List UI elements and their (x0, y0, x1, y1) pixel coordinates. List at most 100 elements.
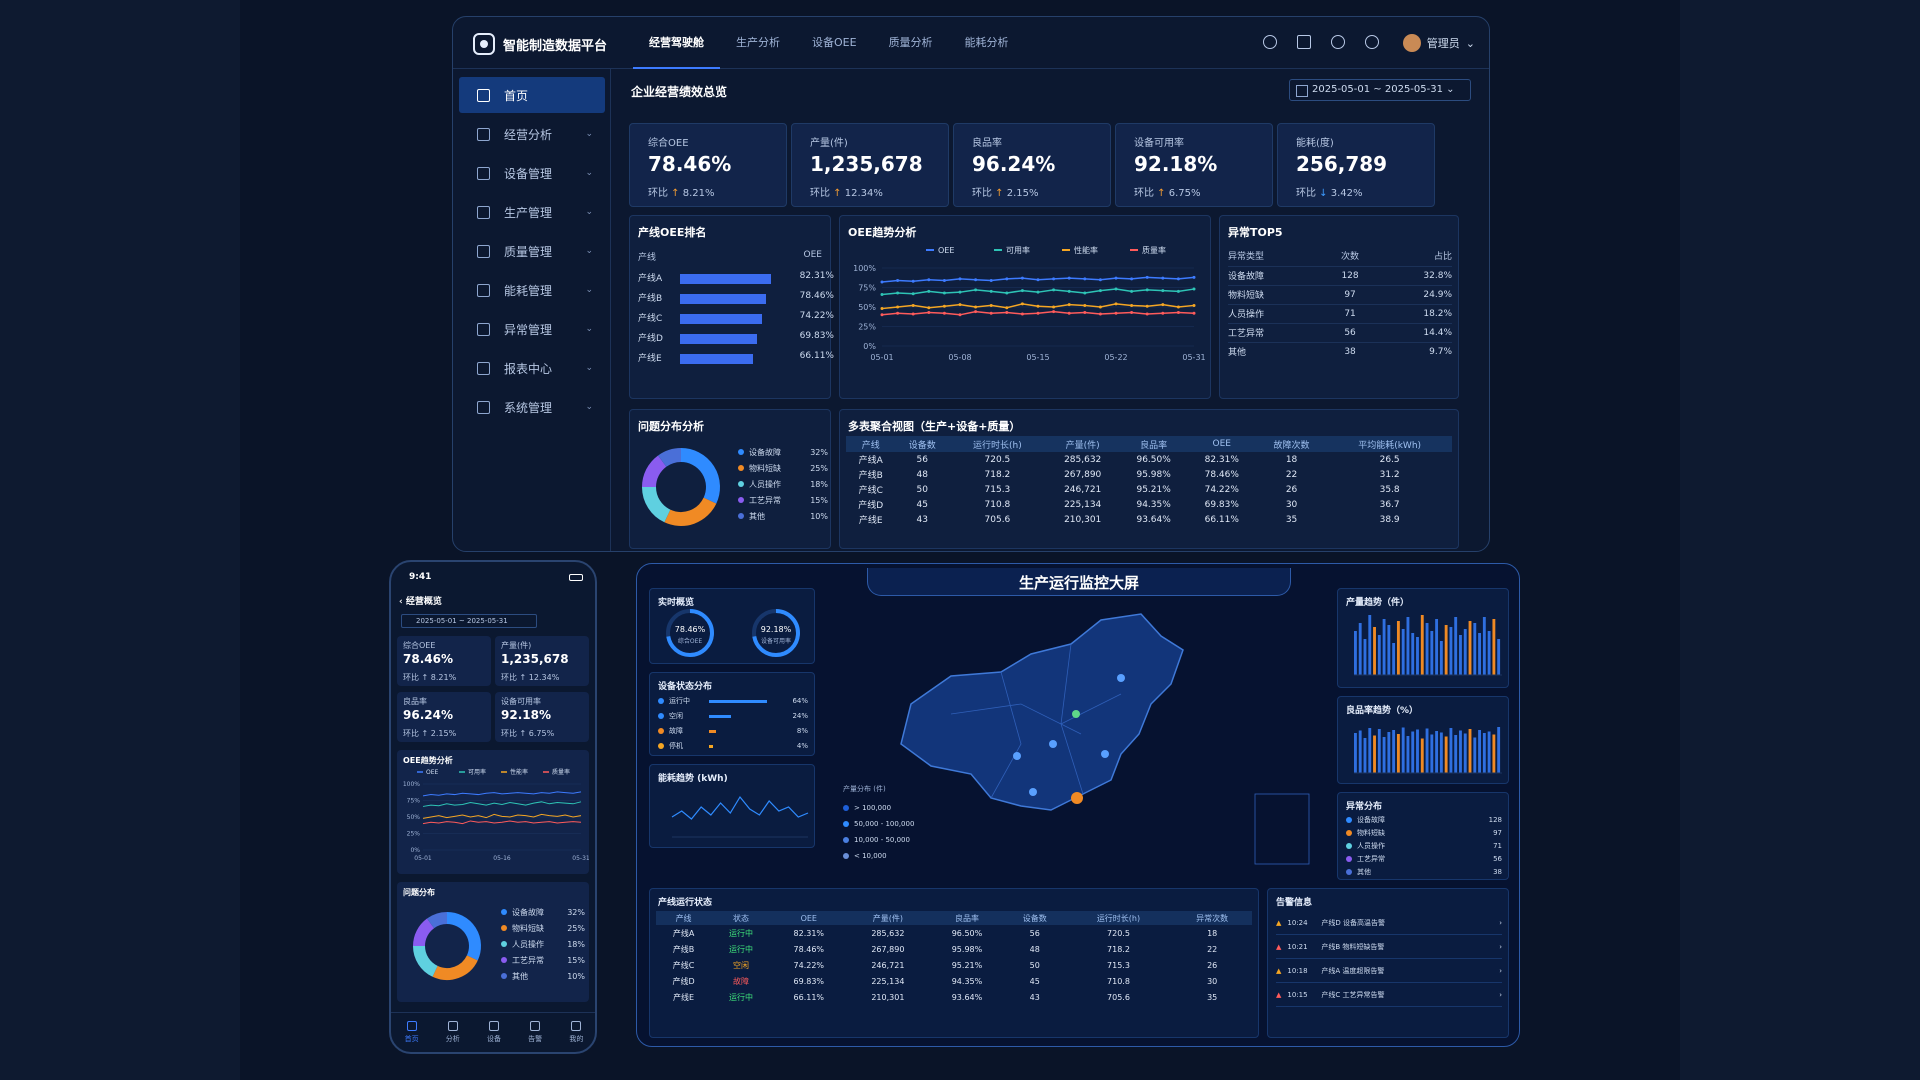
y-tick-label: 25% (858, 323, 876, 332)
tab-cockpit[interactable]: 经营驾驶舱 (633, 17, 720, 69)
back-icon[interactable]: ‹ (399, 597, 406, 607)
toolbar-icons (1263, 35, 1379, 49)
mobile-tab-item[interactable]: 设备 (487, 1013, 501, 1052)
table-cell: 66.11% (793, 992, 825, 1002)
kpi-label: 良品率 (972, 138, 1002, 149)
refresh-icon[interactable] (1331, 35, 1345, 49)
series-point (927, 278, 931, 282)
tab-energy[interactable]: 能耗分析 (964, 36, 1009, 49)
alert-row[interactable]: ▲ 10:21 产线B 物料短缺告警 › (1276, 935, 1502, 959)
series-point (1192, 303, 1196, 307)
mobile-date-picker[interactable]: 2025-05-01 ~ 2025-05-31 (401, 614, 537, 628)
mobile-tab-item[interactable]: 分析 (446, 1013, 460, 1052)
bar (1363, 738, 1367, 773)
sidebar-item-energy[interactable]: 能耗管理 ⌄ (459, 272, 605, 308)
series-point (927, 310, 931, 314)
series-point (1114, 302, 1118, 306)
anomaly-label: 物料短缺 (1357, 828, 1385, 837)
sidebar-item-system[interactable]: 系统管理 ⌄ (459, 389, 605, 425)
series-point (1005, 291, 1009, 295)
mobile-tab-item[interactable]: 首页 (405, 1013, 419, 1052)
fullscreen-icon[interactable] (1297, 35, 1311, 49)
sidebar-item-reports[interactable]: 报表中心 ⌄ (459, 350, 605, 386)
date-range-picker[interactable]: 2025-05-01 ~ 2025-05-31 ⌄ (1289, 79, 1471, 101)
panel-title: 异常分布 (1346, 802, 1383, 812)
alert-row[interactable]: ▲ 10:24 产线D 设备高温告警 › (1276, 911, 1502, 935)
legend-label: 可用率 (468, 768, 486, 776)
mobile-tab-item[interactable]: 告警 (528, 1013, 542, 1052)
tab-production[interactable]: 生产分析 (736, 36, 780, 49)
table-cell: 空闲 (732, 960, 749, 970)
user-menu[interactable]: 管理员 ⌄ (1402, 34, 1475, 52)
map-shape (900, 613, 1184, 811)
series-point (974, 278, 978, 282)
sidebar-item-production[interactable]: 生产管理 ⌄ (459, 194, 605, 230)
x-tick-label: 05-15 (1026, 353, 1049, 362)
series-point (1098, 278, 1102, 282)
table-header: 设备数 (895, 436, 950, 452)
sidebar-item-equipment[interactable]: 设备管理 ⌄ (459, 155, 605, 191)
bar (1401, 629, 1405, 675)
table-cell: 710.8 (984, 499, 1011, 510)
status-row: 运行中 64% (658, 693, 808, 709)
bar (1454, 735, 1458, 773)
donut-slice (642, 455, 667, 488)
series-point (1067, 276, 1071, 280)
south-sea-inset (1254, 793, 1310, 865)
realtime-gauges: 78.46% 综合OEE 92.18% 设备可用率 (666, 609, 800, 657)
table-cell: 96.50% (951, 928, 983, 938)
legend-label: 工艺异常 (749, 495, 781, 505)
panel-title: 多表聚合视图（生产+设备+质量） (848, 420, 1021, 433)
kpi-card: 良品率 96.24% 环比 ↑ 2.15% (953, 123, 1111, 207)
mobile-header[interactable]: ‹ 经营概览 (399, 594, 442, 607)
sidebar-item-quality[interactable]: 质量管理 ⌄ (459, 233, 605, 269)
ranking-row: 产线C 74.22% (638, 308, 834, 328)
warning-icon (477, 322, 490, 336)
series-point (989, 303, 993, 307)
mobile-kpi-label: 综合OEE (403, 641, 436, 650)
chevron-down-icon: ⌄ (585, 324, 593, 334)
sidebar-item-home[interactable]: 首页 (459, 77, 605, 113)
legend-value: 32% (567, 907, 585, 917)
mobile-dist-card: 问题分布 设备故障 32% 物料短缺 25% 人员操作 18% 工艺异常 15% 其他 10% (397, 882, 589, 1002)
search-icon[interactable] (1263, 35, 1277, 49)
legend-value: 10% (567, 971, 585, 981)
bar (1368, 615, 1372, 675)
table-cell: 74.22% (793, 960, 825, 970)
x-tick-label: 05-01 (870, 353, 893, 362)
table-cell: 69.83% (793, 976, 825, 986)
sidebar-item-anomaly[interactable]: 异常管理 ⌄ (459, 311, 605, 347)
alert-row[interactable]: ▲ 10:15 产线C 工艺异常告警 › (1276, 983, 1502, 1007)
table-header-row: 产线 设备数 运行时长(h) 产量(件) 良品率 OEE 故障次数 平均能耗(kWh) (846, 436, 1452, 452)
series-point (1130, 277, 1134, 281)
x-tick-label: 05-22 (1104, 353, 1127, 362)
table-header: 运行时长(h) (949, 436, 1046, 452)
bar (1377, 635, 1381, 675)
mobile-kpi-label: 产量(件) (501, 641, 532, 650)
tab-oee[interactable]: 设备OEE (812, 36, 857, 49)
legend-dot (501, 941, 507, 947)
map-marker (1117, 674, 1125, 682)
table-cell: 210,301 (1064, 514, 1102, 525)
table-cell: 32.8% (1374, 265, 1452, 285)
status-label: 停机 (669, 742, 683, 750)
table-header-row: 异常类型 次数 占比 (1228, 246, 1452, 266)
kpi-value: 96.24% (972, 152, 1056, 176)
bell-icon[interactable] (1365, 35, 1379, 49)
sidebar-item-label: 系统管理 (504, 400, 553, 415)
table-cell: 设备故障 (1228, 265, 1326, 285)
anomaly-row: 其他 38 (1346, 865, 1502, 878)
bar (1373, 735, 1376, 773)
kpi-change: 环比 ↑ 2.15% (972, 184, 1039, 199)
sidebar-item-business[interactable]: 经营分析 ⌄ (459, 116, 605, 152)
table-header: OEE (770, 911, 847, 925)
y-tick-label: 0% (863, 342, 876, 351)
bigscreen-title: 生产运行监控大屏 (1018, 574, 1139, 592)
kpi-value: 256,789 (1296, 152, 1388, 176)
tab-quality[interactable]: 质量分析 (888, 36, 933, 49)
mobile-tab-item[interactable]: 我的 (569, 1013, 583, 1052)
alert-row[interactable]: ▲ 10:18 产线A 温度超限告警 › (1276, 959, 1502, 983)
ranking-line-name: 产线C (638, 314, 663, 324)
legend-dot (738, 513, 744, 519)
x-tick-label: 05-31 (1182, 353, 1205, 362)
